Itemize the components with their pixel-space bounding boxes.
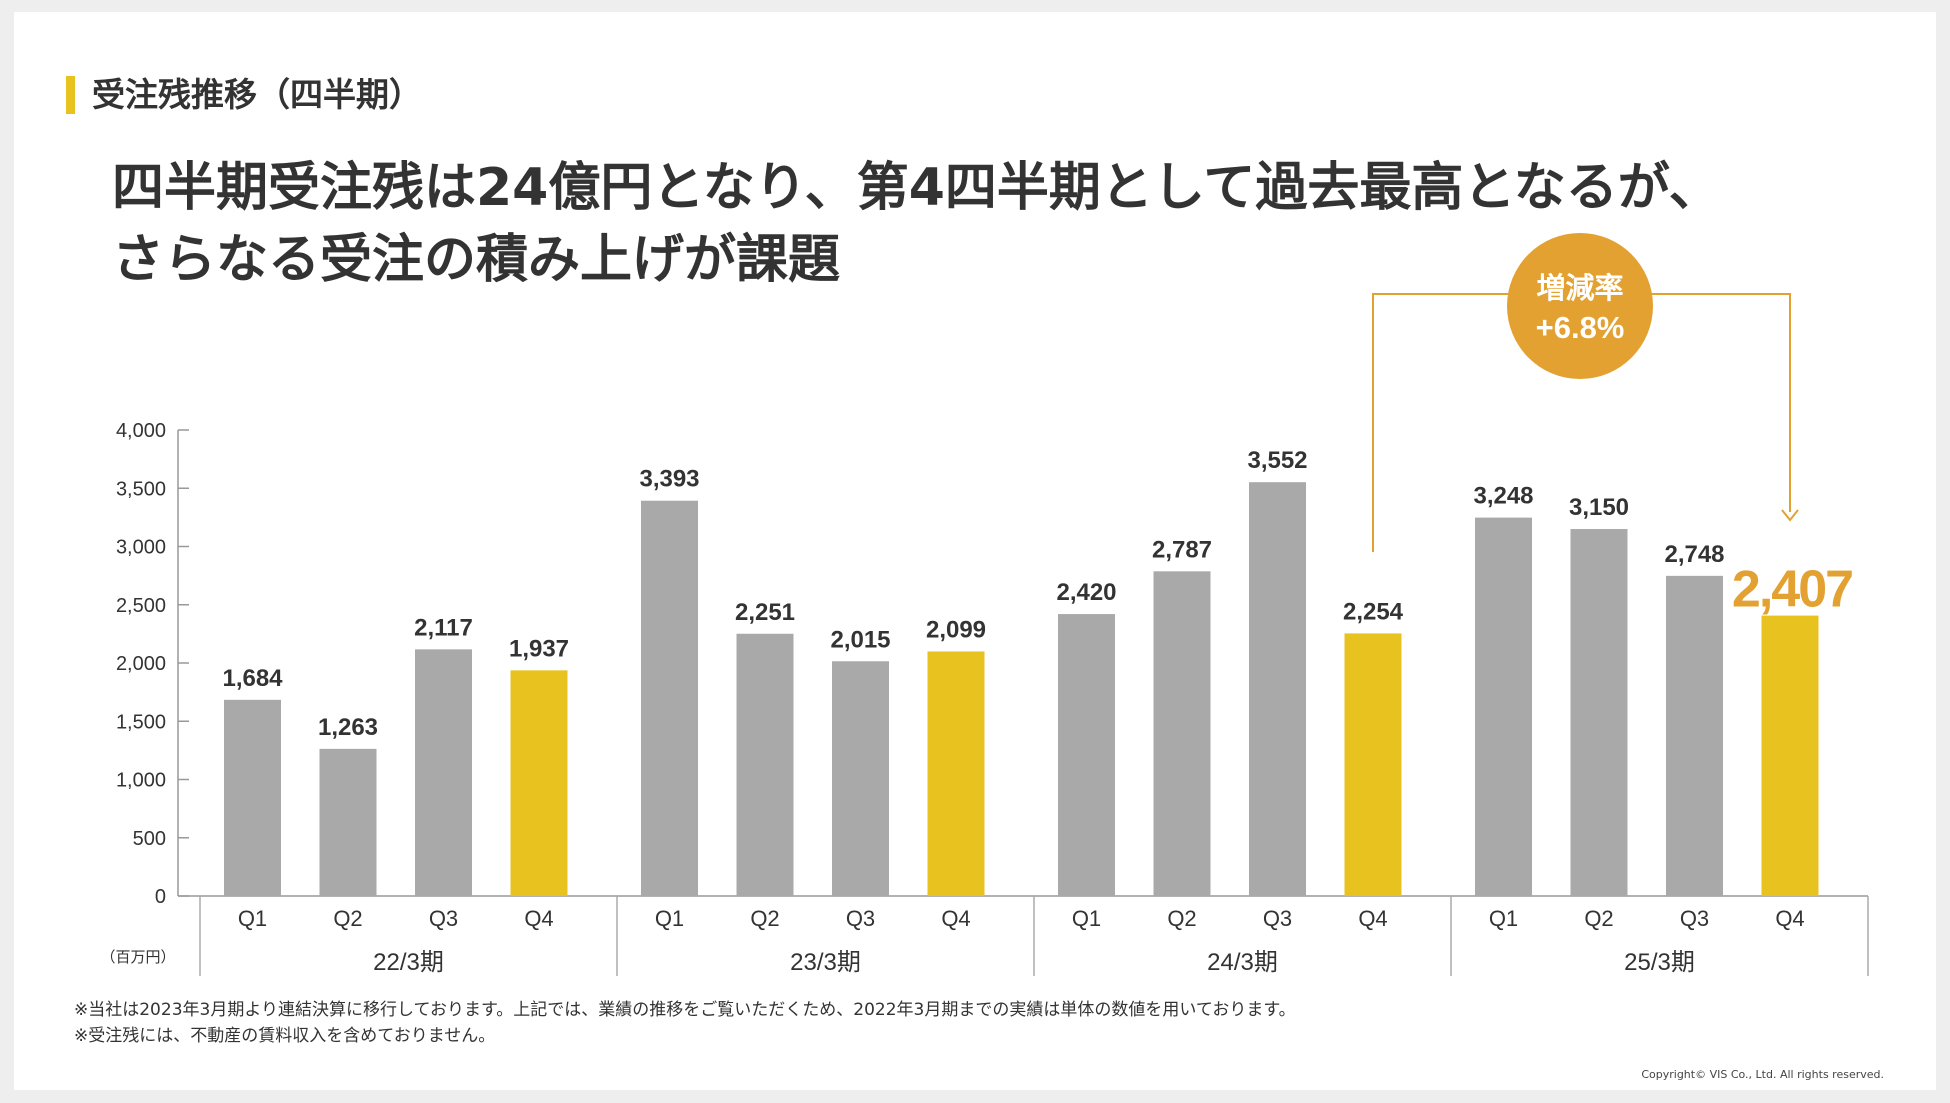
y-tick-label: 1,500 (116, 711, 166, 733)
bar-25/3期-Q1 (1475, 517, 1532, 896)
x-tick-label: Q3 (1680, 906, 1709, 931)
y-tick-label: 500 (133, 828, 166, 850)
bar-22/3期-Q3 (415, 649, 472, 896)
x-tick-label: Q3 (429, 906, 458, 931)
bar-24/3期-Q1 (1058, 614, 1115, 896)
headline-line-2: さらなる受注の積み上げが課題 (112, 230, 841, 290)
group-label: 23/3期 (790, 949, 861, 976)
data-label: 1,684 (222, 665, 283, 692)
data-label: 2,117 (414, 614, 473, 641)
y-tick-label: 3,000 (116, 537, 166, 559)
bar-25/3期-Q3 (1666, 575, 1723, 896)
headline-line-1: 四半期受注残は24億円となり、第4四半期として過去最高となるが、 (112, 158, 1721, 218)
bar-24/3期-Q2 (1153, 571, 1211, 896)
group-label: 25/3期 (1624, 949, 1695, 976)
y-tick-label: 1,000 (116, 770, 166, 792)
y-tick-label: 2,500 (116, 595, 166, 617)
bar-23/3期-Q3 (832, 661, 889, 896)
data-label: 1,937 (509, 635, 569, 662)
bar-22/3期-Q2 (319, 748, 377, 896)
data-label: 2,420 (1056, 579, 1116, 606)
data-label: 3,150 (1569, 494, 1629, 521)
x-tick-label: Q2 (1584, 906, 1613, 931)
bar-23/3期-Q1 (641, 500, 698, 896)
x-tick-label: Q3 (846, 906, 875, 931)
data-label: 2,251 (735, 599, 795, 626)
change-rate-value: +6.8% (1536, 310, 1625, 345)
data-label-highlight: 2,407 (1732, 561, 1852, 619)
copyright: Copyright© VIS Co., Ltd. All rights rese… (1641, 1068, 1884, 1081)
y-tick-label: 3,500 (116, 478, 166, 500)
change-rate-title: 増減率 (1536, 271, 1623, 305)
x-tick-label: Q1 (1489, 906, 1518, 931)
x-tick-label: Q4 (524, 906, 553, 931)
y-tick-label: 2,000 (116, 653, 166, 675)
change-rate-badge (1507, 233, 1653, 379)
bar-22/3期-Q4 (510, 670, 568, 896)
x-tick-label: Q4 (1775, 906, 1804, 931)
x-tick-label: Q2 (1167, 906, 1196, 931)
data-label: 3,552 (1247, 447, 1307, 474)
data-label: 2,254 (1343, 598, 1404, 625)
bar-24/3期-Q4 (1344, 633, 1402, 896)
footnotes: ※当社は2023年3月期より連結決算に移行しております。上記では、業績の推移をご… (74, 997, 1296, 1049)
bar-23/3期-Q4 (927, 651, 985, 896)
data-label: 1,263 (318, 714, 378, 741)
x-tick-label: Q1 (238, 906, 267, 931)
y-tick-label: 0 (155, 886, 166, 908)
unit-label: （百万円） (100, 949, 175, 966)
group-label: 24/3期 (1207, 949, 1278, 976)
bar-24/3期-Q3 (1249, 482, 1306, 896)
x-tick-label: Q4 (1358, 906, 1387, 931)
headline: 四半期受注残は24億円となり、第4四半期として過去最高となるが、 さらなる受注の… (112, 152, 1721, 296)
bar-25/3期-Q4 (1761, 615, 1819, 896)
x-tick-label: Q1 (655, 906, 684, 931)
x-tick-label: Q2 (750, 906, 779, 931)
footnote-2: ※受注残には、不動産の賃料収入を含めておりません。 (74, 1026, 496, 1046)
change-rate-arrowhead (1781, 509, 1799, 522)
section-title: 受注残推移（四半期） (92, 75, 422, 114)
group-label: 22/3期 (373, 949, 444, 976)
data-label: 2,015 (830, 626, 890, 653)
bar-22/3期-Q1 (224, 699, 281, 896)
data-label: 2,099 (926, 616, 986, 643)
footnote-1: ※当社は2023年3月期より連結決算に移行しております。上記では、業績の推移をご… (74, 1000, 1296, 1020)
section-accent-bar (66, 76, 75, 114)
bar-23/3期-Q2 (736, 633, 794, 896)
x-tick-label: Q4 (941, 906, 970, 931)
x-tick-label: Q1 (1072, 906, 1101, 931)
data-label: 2,748 (1664, 541, 1724, 568)
x-tick-label: Q2 (333, 906, 362, 931)
data-label: 3,393 (639, 466, 699, 493)
y-tick-label: 4,000 (116, 420, 166, 442)
data-label: 2,787 (1152, 536, 1212, 563)
data-label: 3,248 (1473, 483, 1533, 510)
x-tick-label: Q3 (1263, 906, 1292, 931)
bar-25/3期-Q2 (1570, 529, 1628, 896)
